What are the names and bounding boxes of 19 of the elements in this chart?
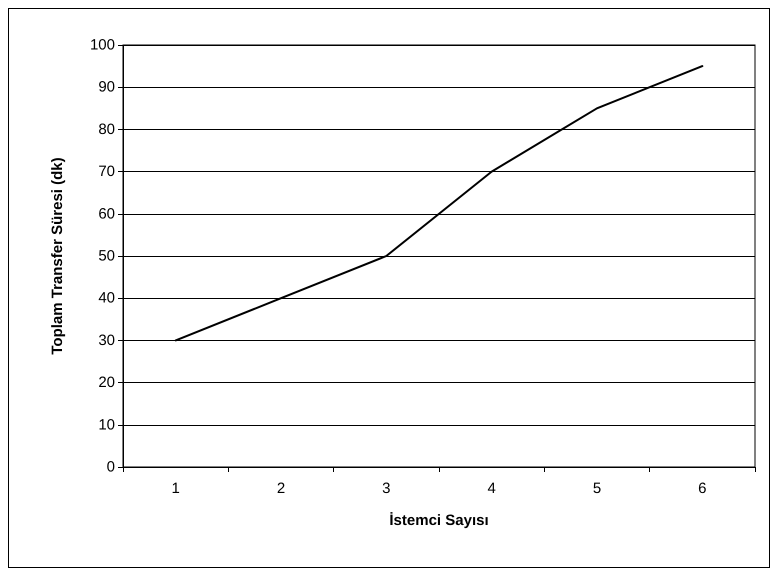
y-tick-label: 30 [98,332,115,349]
y-tick-label: 10 [98,416,115,434]
x-tick-label: 5 [592,480,602,497]
x-tick-label: 3 [382,480,391,497]
y-tick-label: 80 [98,120,115,138]
x-tick-label: 4 [487,480,496,497]
y-tick-label: 70 [98,163,115,180]
y-tick-label: 90 [98,78,115,96]
x-tick-label: 6 [698,480,707,497]
x-axis-title: İstemci Sayısı [389,512,489,529]
x-tick-label: 2 [276,480,286,497]
y-tick-label: 60 [98,205,115,222]
y-tick-label: 50 [98,248,115,264]
y-axis-title: Toplam Transfer Süresi (dk) [49,157,66,355]
y-tick-label: 0 [106,458,115,476]
x-tick-label: 1 [171,480,180,497]
y-tick-label: 20 [98,374,115,392]
y-tick-label: 40 [98,290,115,307]
y-tick-label: 100 [90,36,115,54]
